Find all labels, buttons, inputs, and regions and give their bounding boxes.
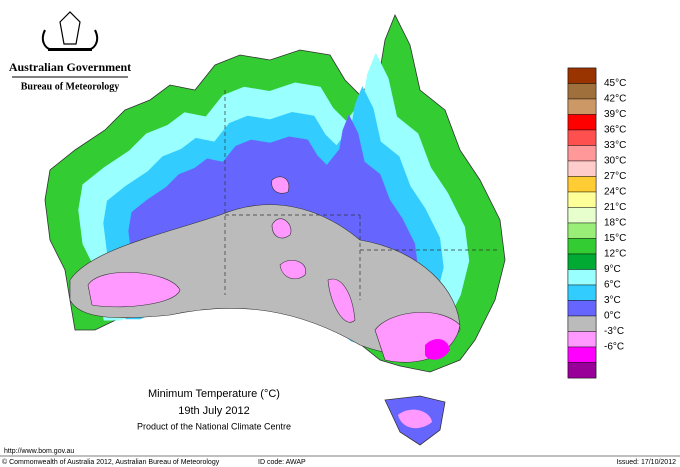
legend-swatch [567,222,597,239]
legend-swatch [567,300,597,317]
legend-swatch [567,67,597,84]
legend-swatch [567,145,597,162]
legend-label: 15°C [604,233,626,244]
footer-url: http://www.bom.gov.au [4,448,74,455]
legend-swatch [567,98,597,115]
legend-label: 39°C [604,109,626,120]
legend-label: 45°C [604,78,626,89]
legend: 45°C 42°C 39°C 36°C 33°C 30°C 27°C 24°C 21°C 18°C… [567,67,626,379]
legend-label: -6°C [604,342,624,353]
bureau-name: Bureau of Meteorology [21,81,120,92]
legend-swatch [567,191,597,208]
legend-label: 9°C [604,264,621,275]
government-name: Australian Government [9,60,131,74]
legend-label: 0°C [604,311,621,322]
legend-swatch [567,83,597,100]
legend-swatch [567,114,597,131]
legend-swatch [567,207,597,224]
legend-swatch [567,176,597,193]
legend-swatch [567,238,597,255]
legend-label: 18°C [604,218,626,229]
map [44,14,506,446]
legend-label: 36°C [604,125,626,136]
legend-label: -3°C [604,326,624,337]
legend-swatch [567,284,597,301]
legend-label: 12°C [604,249,626,260]
legend-swatch [567,269,597,286]
map-date: 19th July 2012 [178,405,250,417]
legend-swatch [567,129,597,146]
footer-copyright: © Commonwealth of Australia 2012, Austra… [2,458,220,466]
footer-id: ID code: AWAP [258,459,306,466]
map-title: Minimum Temperature (°C) [148,388,280,400]
legend-label: 42°C [604,94,626,105]
legend-label: 3°C [604,295,621,306]
legend-label: 24°C [604,187,626,198]
legend-swatch [567,160,597,177]
legend-swatch [567,315,597,332]
legend-label: 30°C [604,156,626,167]
legend-label: 27°C [604,171,626,182]
legend-swatch [567,346,597,363]
legend-swatch [567,253,597,270]
footer-issued: Issued: 17/10/2012 [616,459,676,466]
legend-swatch [567,362,597,379]
legend-label: 21°C [604,202,626,213]
legend-label: 33°C [604,140,626,151]
map-credit: Product of the National Climate Centre [137,421,291,431]
legend-swatch [567,331,597,348]
legend-label: 6°C [604,280,621,291]
crest [41,11,99,51]
